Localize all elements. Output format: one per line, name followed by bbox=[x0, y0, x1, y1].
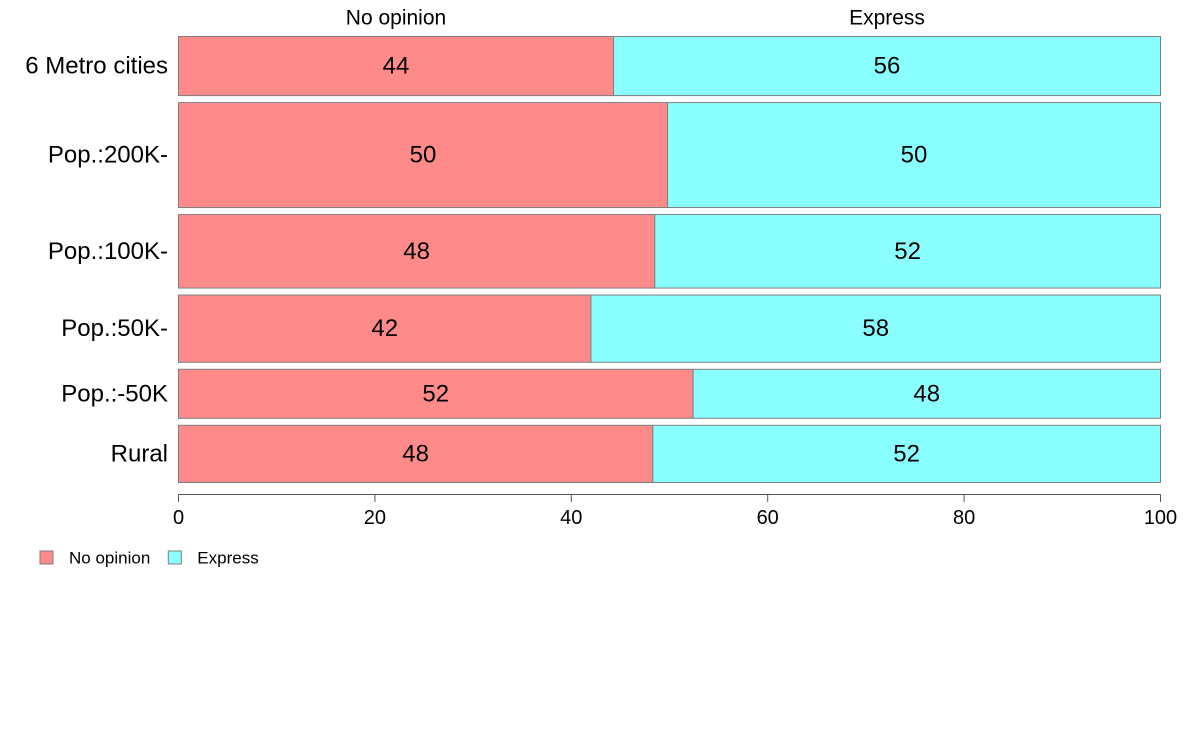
bar-segment-no-opinion bbox=[178, 294, 592, 363]
bar-segment-express bbox=[590, 294, 1161, 363]
bar-segment-express bbox=[667, 102, 1161, 209]
data-label: 52 bbox=[894, 238, 921, 265]
x-tick-label: 0 bbox=[173, 507, 184, 529]
bar-segment-express bbox=[692, 368, 1161, 419]
x-tick-label: 100 bbox=[1144, 507, 1177, 529]
category-label: Pop.:50K- bbox=[61, 315, 168, 342]
category-label: Pop.:200K- bbox=[48, 142, 168, 169]
column-header: Express bbox=[849, 7, 925, 30]
data-label: 50 bbox=[410, 142, 437, 169]
data-label: 48 bbox=[913, 380, 940, 407]
data-label: 44 bbox=[383, 53, 410, 80]
legend-label: Express bbox=[197, 549, 258, 568]
data-label: 42 bbox=[371, 315, 398, 342]
x-tick-label: 40 bbox=[560, 507, 582, 529]
data-label: 48 bbox=[402, 440, 429, 467]
category-label: Rural bbox=[111, 440, 168, 467]
data-label: 56 bbox=[874, 53, 901, 80]
bar-segment-no-opinion bbox=[178, 214, 656, 289]
legend-swatch bbox=[39, 550, 54, 565]
category-label: 6 Metro cities bbox=[25, 53, 168, 80]
x-tick-label: 60 bbox=[757, 507, 779, 529]
x-tick-label: 80 bbox=[953, 507, 975, 529]
category-label: Pop.:-50K bbox=[61, 380, 168, 407]
bar-segment-express bbox=[652, 424, 1162, 483]
x-tick-label: 20 bbox=[364, 507, 386, 529]
bar-segment-no-opinion bbox=[178, 102, 669, 209]
bar-segment-express bbox=[613, 36, 1161, 97]
legend-swatch bbox=[167, 550, 182, 565]
data-label: 48 bbox=[403, 238, 430, 265]
bar-segment-no-opinion bbox=[178, 368, 694, 419]
bar-segment-no-opinion bbox=[178, 36, 615, 97]
legend-label: No opinion bbox=[69, 549, 150, 568]
data-label: 52 bbox=[422, 380, 449, 407]
column-header: No opinion bbox=[346, 7, 446, 30]
bar-segment-express bbox=[654, 214, 1162, 289]
data-label: 52 bbox=[893, 440, 920, 467]
category-label: Pop.:100K- bbox=[48, 238, 168, 265]
data-label: 58 bbox=[862, 315, 889, 342]
data-label: 50 bbox=[901, 142, 928, 169]
